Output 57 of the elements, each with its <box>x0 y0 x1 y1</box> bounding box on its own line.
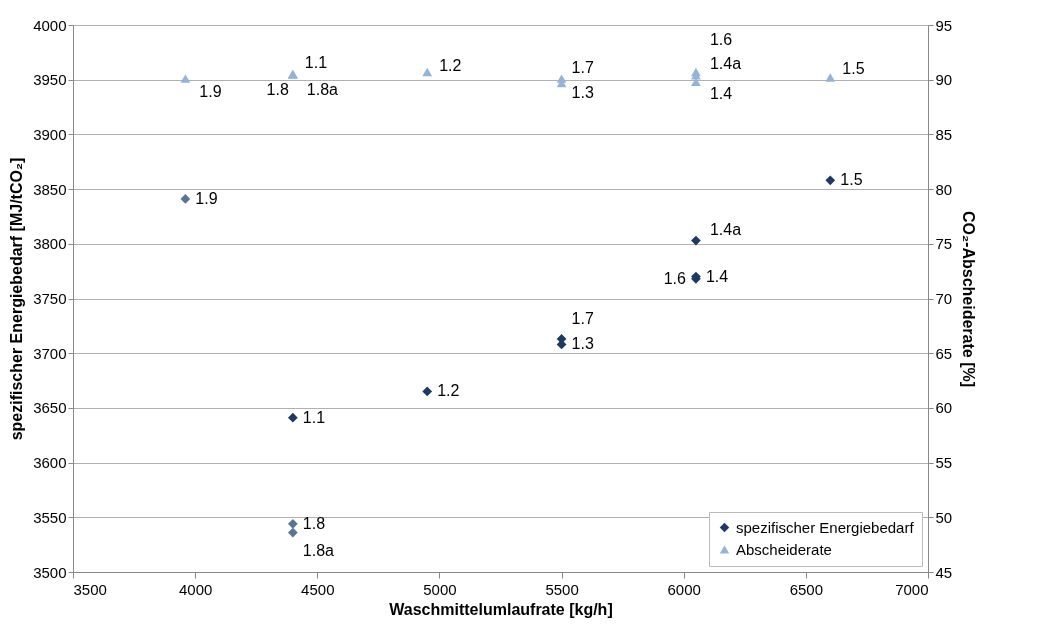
y2-tick-label: 95 <box>935 16 953 34</box>
annotation: 1.4 <box>705 267 729 285</box>
y2-tick-label: 65 <box>935 344 953 362</box>
x-axis-title: Waschmittelumlaufrate [kg/h] <box>389 600 613 618</box>
annotation: 1.8a <box>302 541 335 559</box>
y2-tick-label: 55 <box>935 454 953 472</box>
y-tick-label: 3650 <box>33 399 67 417</box>
annotation: 1.8 <box>266 81 289 99</box>
x-tick-label: 5000 <box>423 580 457 598</box>
y2-tick-label: 45 <box>935 563 953 581</box>
annotation: 1.4a <box>709 220 742 238</box>
annotation: 1.8 <box>302 514 326 532</box>
y2-tick-label: 85 <box>935 125 953 143</box>
legend-label: Abscheiderate <box>736 540 832 558</box>
x-tick-label: 7000 <box>895 580 929 598</box>
y-tick-label: 3550 <box>33 508 67 526</box>
y-tick-label: 3950 <box>33 71 67 89</box>
y-tick-label: 3700 <box>33 344 67 362</box>
annotation: 1.9 <box>199 82 222 100</box>
annotation: 1.6 <box>709 31 733 49</box>
legend-label: spezifischer Energiebedarf <box>736 518 915 536</box>
x-tick-label: 4000 <box>178 580 213 598</box>
annotation: 1.8a <box>306 81 339 99</box>
annotation: 1.3 <box>571 335 594 353</box>
x-tick-label: 5500 <box>545 580 579 598</box>
y2-tick-label: 80 <box>935 180 953 198</box>
x-tick-label: 4500 <box>301 580 335 598</box>
annotation: 1.5 <box>842 59 865 77</box>
y-tick-label: 3500 <box>33 563 67 581</box>
annotation: 1.3 <box>571 83 594 101</box>
x-tick-label: 6000 <box>667 580 701 598</box>
annotation: 1.7 <box>571 309 594 327</box>
annotation: 1.9 <box>195 189 218 207</box>
annotation: 1.1 <box>302 408 326 426</box>
x-tick-label: 6500 <box>789 580 824 598</box>
y2-tick-label: 90 <box>935 71 953 89</box>
annotation: 1.2 <box>437 382 460 400</box>
annotation: 1.5 <box>840 171 863 189</box>
annotation: 1.4 <box>709 84 733 102</box>
annotation: 1.7 <box>571 58 594 76</box>
annotation: 1.4a <box>709 55 742 73</box>
y2-axis-title: CO₂-Abscheiderate [%] <box>960 210 978 388</box>
y-tick-label: 3800 <box>33 235 67 253</box>
y2-tick-label: 75 <box>935 235 953 253</box>
x-tick-label: 3500 <box>73 580 107 598</box>
y-axis-title: spezifischer Energiebedarf [MJ/tCO₂] <box>8 157 26 441</box>
y-tick-label: 3600 <box>33 454 67 472</box>
annotation: 1.2 <box>439 57 462 75</box>
y2-tick-label: 50 <box>935 508 953 526</box>
y-tick-label: 3750 <box>33 290 67 307</box>
y2-tick-label: 60 <box>935 399 953 417</box>
annotation: 1.6 <box>663 269 687 287</box>
y-tick-label: 3900 <box>33 125 67 143</box>
y-tick-label: 4000 <box>33 16 67 34</box>
annotation: 1.1 <box>304 54 328 72</box>
y2-tick-label: 70 <box>935 290 953 307</box>
y-tick-label: 3850 <box>33 180 67 198</box>
